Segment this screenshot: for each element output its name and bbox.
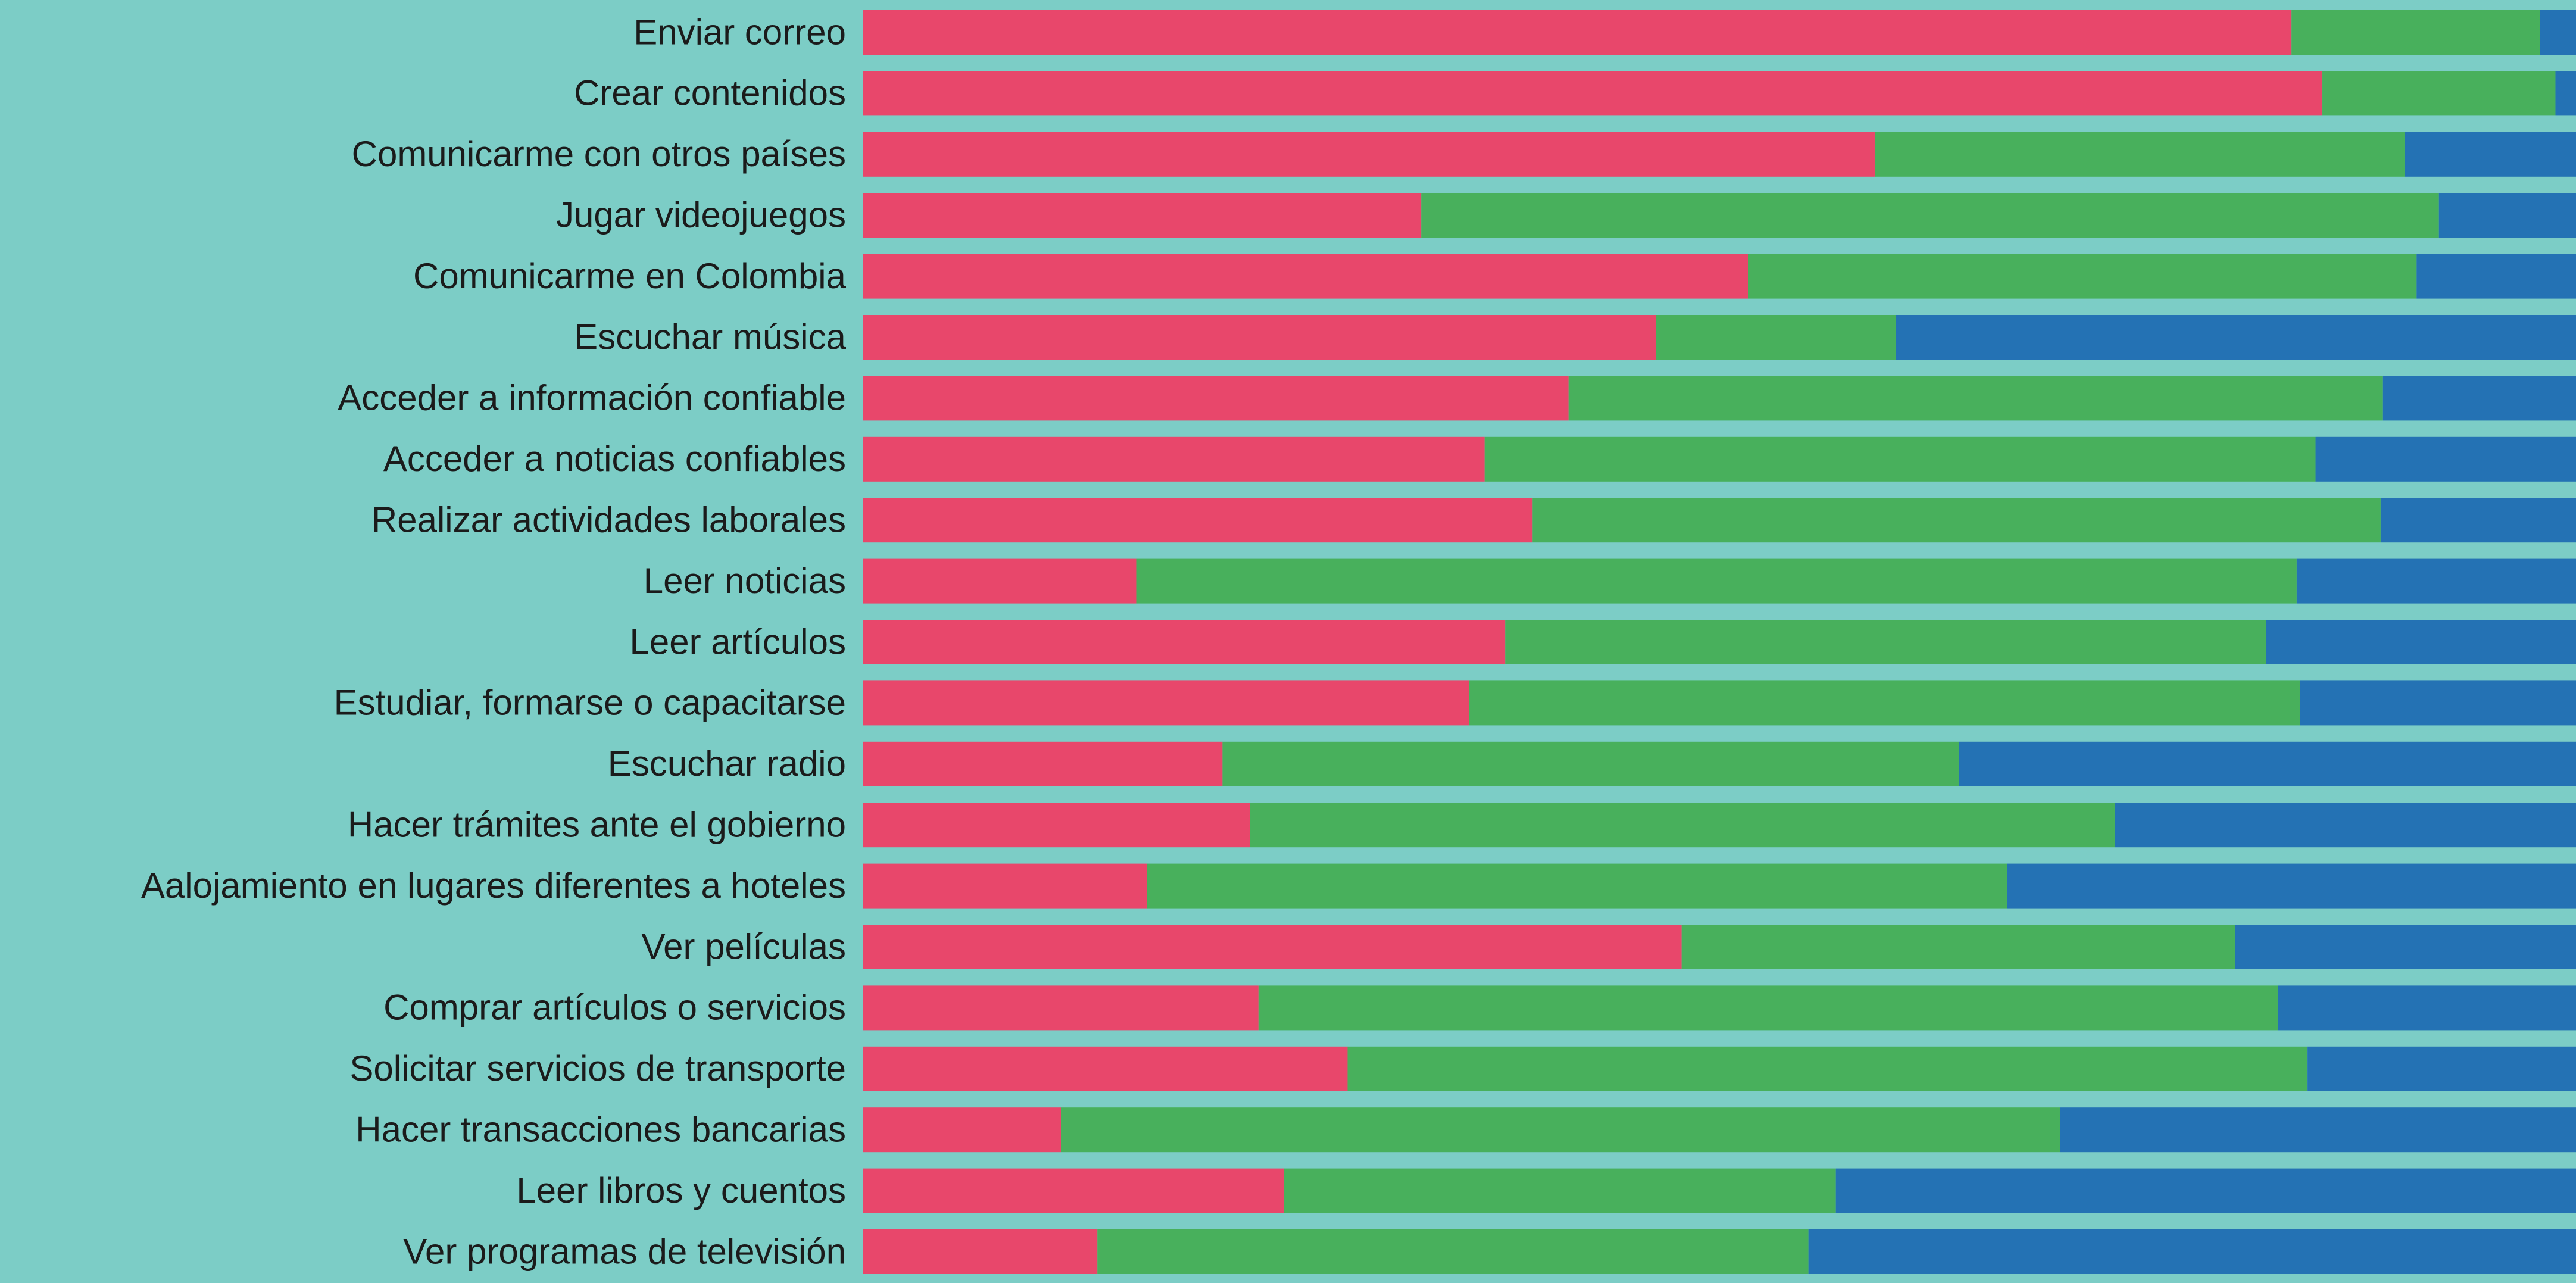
bar-segment: [1959, 741, 2576, 786]
y-tick-label: Comprar artículos o servicios: [383, 988, 846, 1028]
bar-segment: [2405, 132, 2576, 177]
bar-segment: [1808, 1229, 2576, 1274]
bar-segment: [2007, 863, 2576, 909]
bar-segment: [2307, 1046, 2576, 1091]
y-tick-label: Solicitar servicios de transporte: [349, 1048, 846, 1088]
y-tick-label: Acceder a información confiable: [338, 378, 846, 418]
bar-segment: [1896, 315, 2576, 360]
bar-segment: [2416, 254, 2576, 299]
bar-segment: [1505, 620, 2266, 664]
bar-segment: [863, 315, 1656, 360]
bar-segment: [2555, 71, 2576, 116]
bar-segment: [1532, 498, 2381, 543]
bar-segment: [1147, 863, 2007, 909]
bar-segment: [1748, 254, 2417, 299]
y-tick-label: Escuchar música: [574, 317, 846, 357]
y-tick-label: Aalojamiento en lugares diferentes a hot…: [141, 866, 846, 906]
y-tick-label: Leer libros y cuentos: [516, 1170, 846, 1210]
y-tick-label: Estudiar, formarse o capacitarse: [334, 683, 846, 723]
bar-segment: [2296, 558, 2576, 604]
y-tick-label: Enviar correo: [633, 12, 846, 52]
bar-segment: [1347, 1046, 2308, 1091]
bar-segment: [2540, 10, 2576, 55]
y-tick-label: Comunicarme en Colombia: [413, 256, 847, 296]
bar-segment: [2322, 71, 2556, 116]
bar-segment: [1875, 132, 2405, 177]
bar-segment: [863, 1168, 1284, 1213]
bar-segment: [2438, 193, 2576, 238]
bar-segment: [2291, 10, 2540, 55]
bar-segment: [863, 1229, 1098, 1274]
bar-segment: [2300, 680, 2576, 726]
bar-segment: [863, 925, 1682, 969]
y-tick-label: Crear contenidos: [574, 73, 846, 113]
bar-segment: [863, 132, 1875, 177]
bar-segment: [1250, 803, 2115, 848]
y-tick-label: Escuchar radio: [608, 744, 846, 783]
y-tick-label: Hacer trámites ante el gobierno: [348, 805, 846, 845]
bar-segment: [863, 620, 1506, 664]
bar-segment: [863, 680, 1469, 726]
y-tick-label: Hacer transacciones bancarias: [355, 1110, 846, 1150]
bar-segment: [2235, 925, 2576, 969]
bar-segment: [863, 193, 1422, 238]
bar-segment: [2382, 376, 2576, 421]
bar-segment: [1681, 925, 2235, 969]
bar-segment: [2266, 620, 2576, 664]
bar-segment: [1284, 1168, 1836, 1213]
y-tick-label: Comunicarme con otros países: [352, 134, 846, 174]
bar-segment: [863, 436, 1485, 482]
y-tick-label: Jugar videojuegos: [556, 195, 846, 235]
bar-segment: [863, 71, 2323, 116]
y-tick-label: Acceder a noticias confiables: [383, 439, 846, 479]
bar-segment: [1061, 1107, 2060, 1153]
bar-segment: [863, 741, 1223, 786]
bar-segment: [2115, 803, 2576, 848]
bar-segment: [1222, 741, 1959, 786]
bar-segment: [863, 10, 2292, 55]
bar-segment: [1421, 193, 2439, 238]
bar-segment: [1097, 1229, 1809, 1274]
bar-segment: [1656, 315, 1896, 360]
y-tick-label: Leer noticias: [644, 561, 846, 601]
bar-segment: [1469, 680, 2300, 726]
bar-segment: [2278, 985, 2576, 1031]
bar-segment: [1568, 376, 2383, 421]
bar-segment: [863, 376, 1569, 421]
bar-segment: [863, 803, 1250, 848]
bar-segment: [863, 1107, 1061, 1153]
bar-segment: [1136, 558, 2297, 604]
bar-segment: [2315, 436, 2576, 482]
bar-segment: [1258, 985, 2278, 1031]
y-tick-label: Realizar actividades laborales: [371, 500, 846, 540]
bar-segment: [863, 254, 1748, 299]
bar-segment: [2060, 1107, 2576, 1153]
bar-segment: [863, 558, 1137, 604]
y-tick-label: Leer artículos: [629, 622, 846, 661]
y-tick-label: Ver películas: [641, 926, 846, 966]
bar-segment: [863, 1046, 1348, 1091]
bar-segment: [863, 985, 1259, 1031]
bar-segment: [1484, 436, 2316, 482]
bar-segment: [2380, 498, 2576, 543]
y-tick-label: Ver programas de televisión: [403, 1231, 846, 1271]
bar-segment: [863, 498, 1533, 543]
bar-segment: [1835, 1168, 2576, 1213]
bar-segment: [863, 863, 1147, 909]
